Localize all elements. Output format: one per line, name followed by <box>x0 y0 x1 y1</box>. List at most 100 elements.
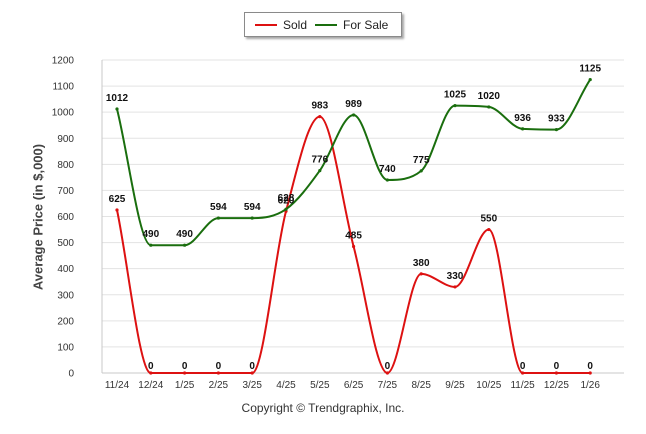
data-label-sold-11: 550 <box>480 214 497 225</box>
x-tick-label-4-25: 4/25 <box>276 380 296 391</box>
data-label-for-sale-10: 1025 <box>444 90 467 101</box>
data-point-for-sale-5 <box>284 207 288 211</box>
data-label-for-sale-2: 490 <box>176 229 193 240</box>
data-point-for-sale-7 <box>352 113 356 117</box>
legend: Sold For Sale <box>244 12 402 37</box>
data-point-for-sale-3 <box>216 216 220 220</box>
series-line-sold <box>116 115 591 374</box>
data-point-for-sale-4 <box>250 216 254 220</box>
data-point-for-sale-8 <box>385 178 389 182</box>
copyright-text: Copyright © Trendgraphix, Inc. <box>241 401 405 415</box>
data-label-for-sale-5: 628 <box>278 193 295 204</box>
data-label-for-sale-13: 933 <box>548 114 565 125</box>
data-point-for-sale-6 <box>318 168 322 173</box>
data-point-sold-6 <box>318 115 322 119</box>
data-label-for-sale-8: 740 <box>379 164 396 175</box>
y-tick-label-600: 600 <box>57 212 74 223</box>
data-point-sold-7 <box>352 244 356 249</box>
data-label-sold-8: 0 <box>385 361 391 372</box>
data-point-for-sale-13 <box>554 128 559 132</box>
y-tick-label-800: 800 <box>57 160 74 171</box>
x-tick-label-7-25: 7/25 <box>378 380 398 391</box>
y-tick-label-300: 300 <box>57 290 74 301</box>
data-point-for-sale-11 <box>487 105 491 109</box>
legend-item-for-sale[interactable]: For Sale <box>315 18 388 32</box>
data-point-for-sale-14 <box>588 77 592 82</box>
data-label-sold-12: 0 <box>520 361 526 372</box>
data-labels: 625 0 0 0 0 620 983 485 0 380 330 550 0 0 0 1012 490 490 5… <box>106 64 602 372</box>
data-point-sold-1 <box>149 371 153 375</box>
data-label-for-sale-7: 989 <box>345 99 362 110</box>
x-tick-label-3-25: 3/25 <box>242 380 262 391</box>
y-axis-title: Average Price (in $,000) <box>30 143 46 291</box>
data-point-sold-2 <box>183 371 187 375</box>
data-point-sold-13 <box>554 371 559 375</box>
x-tick-label-6-25: 6/25 <box>344 380 364 391</box>
data-point-for-sale-9 <box>419 169 423 173</box>
x-tick-label-5-25: 5/25 <box>310 380 330 391</box>
data-label-sold-2: 0 <box>182 361 188 372</box>
data-label-sold-9: 380 <box>413 258 430 269</box>
data-label-sold-3: 0 <box>216 361 222 372</box>
data-point-sold-0 <box>115 208 119 212</box>
y-tick-label-700: 700 <box>57 186 74 197</box>
data-label-for-sale-4: 594 <box>244 202 261 213</box>
legend-swatch-sold <box>255 23 277 26</box>
data-point-sold-4 <box>250 371 254 375</box>
y-tick-label-500: 500 <box>57 238 74 249</box>
data-point-sold-9 <box>419 272 423 276</box>
x-tick-label-10-25: 10/25 <box>476 380 501 391</box>
y-tick-labels: 0 100 200 300 400 500 600 700 800 900 1000 1100 1200 <box>52 56 75 380</box>
data-label-sold-5: 620 <box>278 195 295 206</box>
data-label-sold-4: 0 <box>249 361 255 372</box>
y-tick-label-1100: 1100 <box>52 82 74 93</box>
legend-item-sold[interactable]: Sold <box>255 18 307 32</box>
data-point-sold-10 <box>453 285 457 289</box>
x-tick-labels: 11/24 12/24 1/25 2/25 3/25 4/25 5/25 6/25 7/25 8/… <box>105 380 601 391</box>
x-tick-label-1-25: 1/25 <box>175 380 195 391</box>
data-label-for-sale-0: 1012 <box>106 93 129 104</box>
data-label-for-sale-3: 594 <box>210 202 227 213</box>
x-tick-label-12-25: 12/25 <box>544 380 569 391</box>
data-point-sold-12 <box>521 371 525 375</box>
data-point-for-sale-1 <box>149 243 153 247</box>
grid-lines <box>102 59 624 374</box>
x-tick-label-12-24: 12/24 <box>138 380 163 391</box>
x-tick-label-2-25: 2/25 <box>209 380 229 391</box>
x-tick-label-11-25: 11/25 <box>510 380 535 391</box>
data-label-sold-0: 625 <box>109 194 126 205</box>
data-point-for-sale-0 <box>115 107 119 111</box>
data-label-for-sale-14: 1125 <box>579 64 601 75</box>
data-label-sold-14: 0 <box>587 361 593 372</box>
x-tick-label-1-26: 1/26 <box>580 380 600 391</box>
data-point-for-sale-2 <box>183 243 187 247</box>
x-tick-label-11-24: 11/24 <box>105 380 130 391</box>
data-label-sold-6: 983 <box>311 101 328 112</box>
data-point-for-sale-12 <box>521 127 525 131</box>
x-tick-label-9-25: 9/25 <box>445 380 465 391</box>
data-label-for-sale-12: 936 <box>514 113 531 124</box>
data-label-for-sale-9: 775 <box>413 155 430 166</box>
data-point-sold-14 <box>588 371 592 375</box>
data-point-sold-8 <box>385 371 389 375</box>
series-lines <box>115 77 592 375</box>
data-point-sold-3 <box>216 371 220 375</box>
data-label-sold-13: 0 <box>554 361 560 372</box>
y-tick-label-400: 400 <box>57 264 74 275</box>
legend-label-sold: Sold <box>283 18 308 32</box>
data-label-sold-1: 0 <box>148 361 154 372</box>
data-point-for-sale-10 <box>453 104 457 108</box>
y-tick-label-1200: 1200 <box>52 56 75 67</box>
y-tick-label-900: 900 <box>57 134 74 145</box>
legend-label-for-sale: For Sale <box>343 18 389 32</box>
data-label-sold-7: 485 <box>345 230 362 241</box>
data-label-sold-10: 330 <box>447 271 464 282</box>
data-label-for-sale-6: 776 <box>311 155 328 166</box>
legend-swatch-for-sale <box>315 23 337 26</box>
y-tick-label-200: 200 <box>57 316 74 327</box>
data-label-for-sale-11: 1020 <box>478 91 501 102</box>
data-point-sold-11 <box>487 227 491 232</box>
y-tick-label-100: 100 <box>57 342 74 353</box>
x-tick-label-8-25: 8/25 <box>411 380 431 391</box>
